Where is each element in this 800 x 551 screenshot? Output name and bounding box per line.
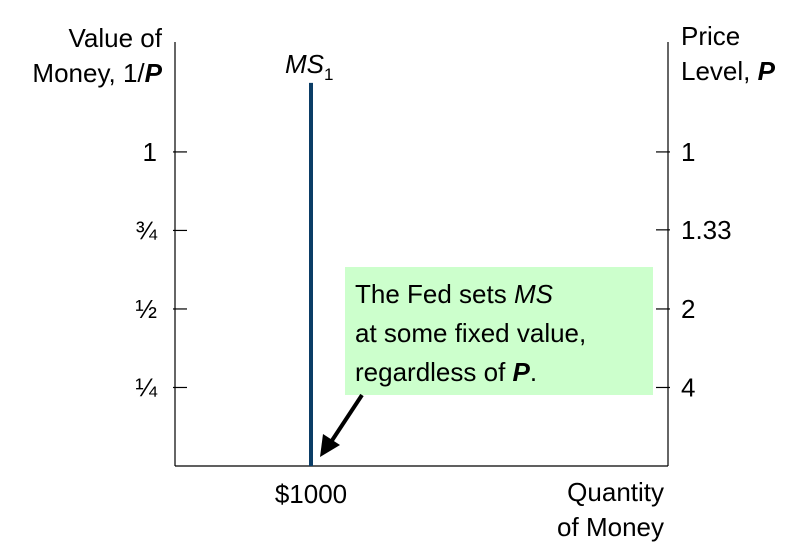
x-tick-label: $1000 <box>275 479 347 509</box>
annotation-text: . <box>530 357 537 387</box>
annotation: regardless of P. <box>355 357 537 387</box>
y-label: Value of <box>69 23 163 53</box>
y2-label-text: Level, <box>681 56 758 86</box>
y2-tick-label: 1.33 <box>681 215 732 245</box>
series-name: MS <box>285 49 325 79</box>
y-label-symbol: P <box>145 58 163 88</box>
annotation: at some fixed value, <box>355 318 586 348</box>
arrow-head <box>320 434 340 457</box>
annotation-text: The Fed sets <box>355 279 514 309</box>
y-tick-label: 1 <box>143 137 157 167</box>
y-tick-label: ½ <box>135 294 157 324</box>
arrow <box>329 393 364 444</box>
x-label: of Money <box>557 512 664 542</box>
y2-label: Level, P <box>681 56 776 86</box>
y2-tick-label: 4 <box>681 372 695 402</box>
series-label: MS1 <box>285 49 333 84</box>
y2-tick-label: 1 <box>681 137 695 167</box>
x-label: Quantity <box>567 477 664 507</box>
annotation: The Fed sets MS <box>355 279 554 309</box>
y-tick-label: ¼ <box>135 372 157 402</box>
y2-label-symbol: P <box>758 56 776 86</box>
y-label-text: Money, 1/ <box>32 58 145 88</box>
annotation-box <box>345 267 653 395</box>
annotation-text: regardless of <box>355 357 513 387</box>
annotation-text: P <box>513 357 531 387</box>
y-tick-label: ¾ <box>135 215 157 245</box>
y-label: Money, 1/P <box>32 58 162 88</box>
y2-tick-label: 2 <box>681 294 695 324</box>
annotation-text: MS <box>514 279 554 309</box>
y2-label: Price <box>681 21 740 51</box>
series-subscript: 1 <box>324 65 333 84</box>
